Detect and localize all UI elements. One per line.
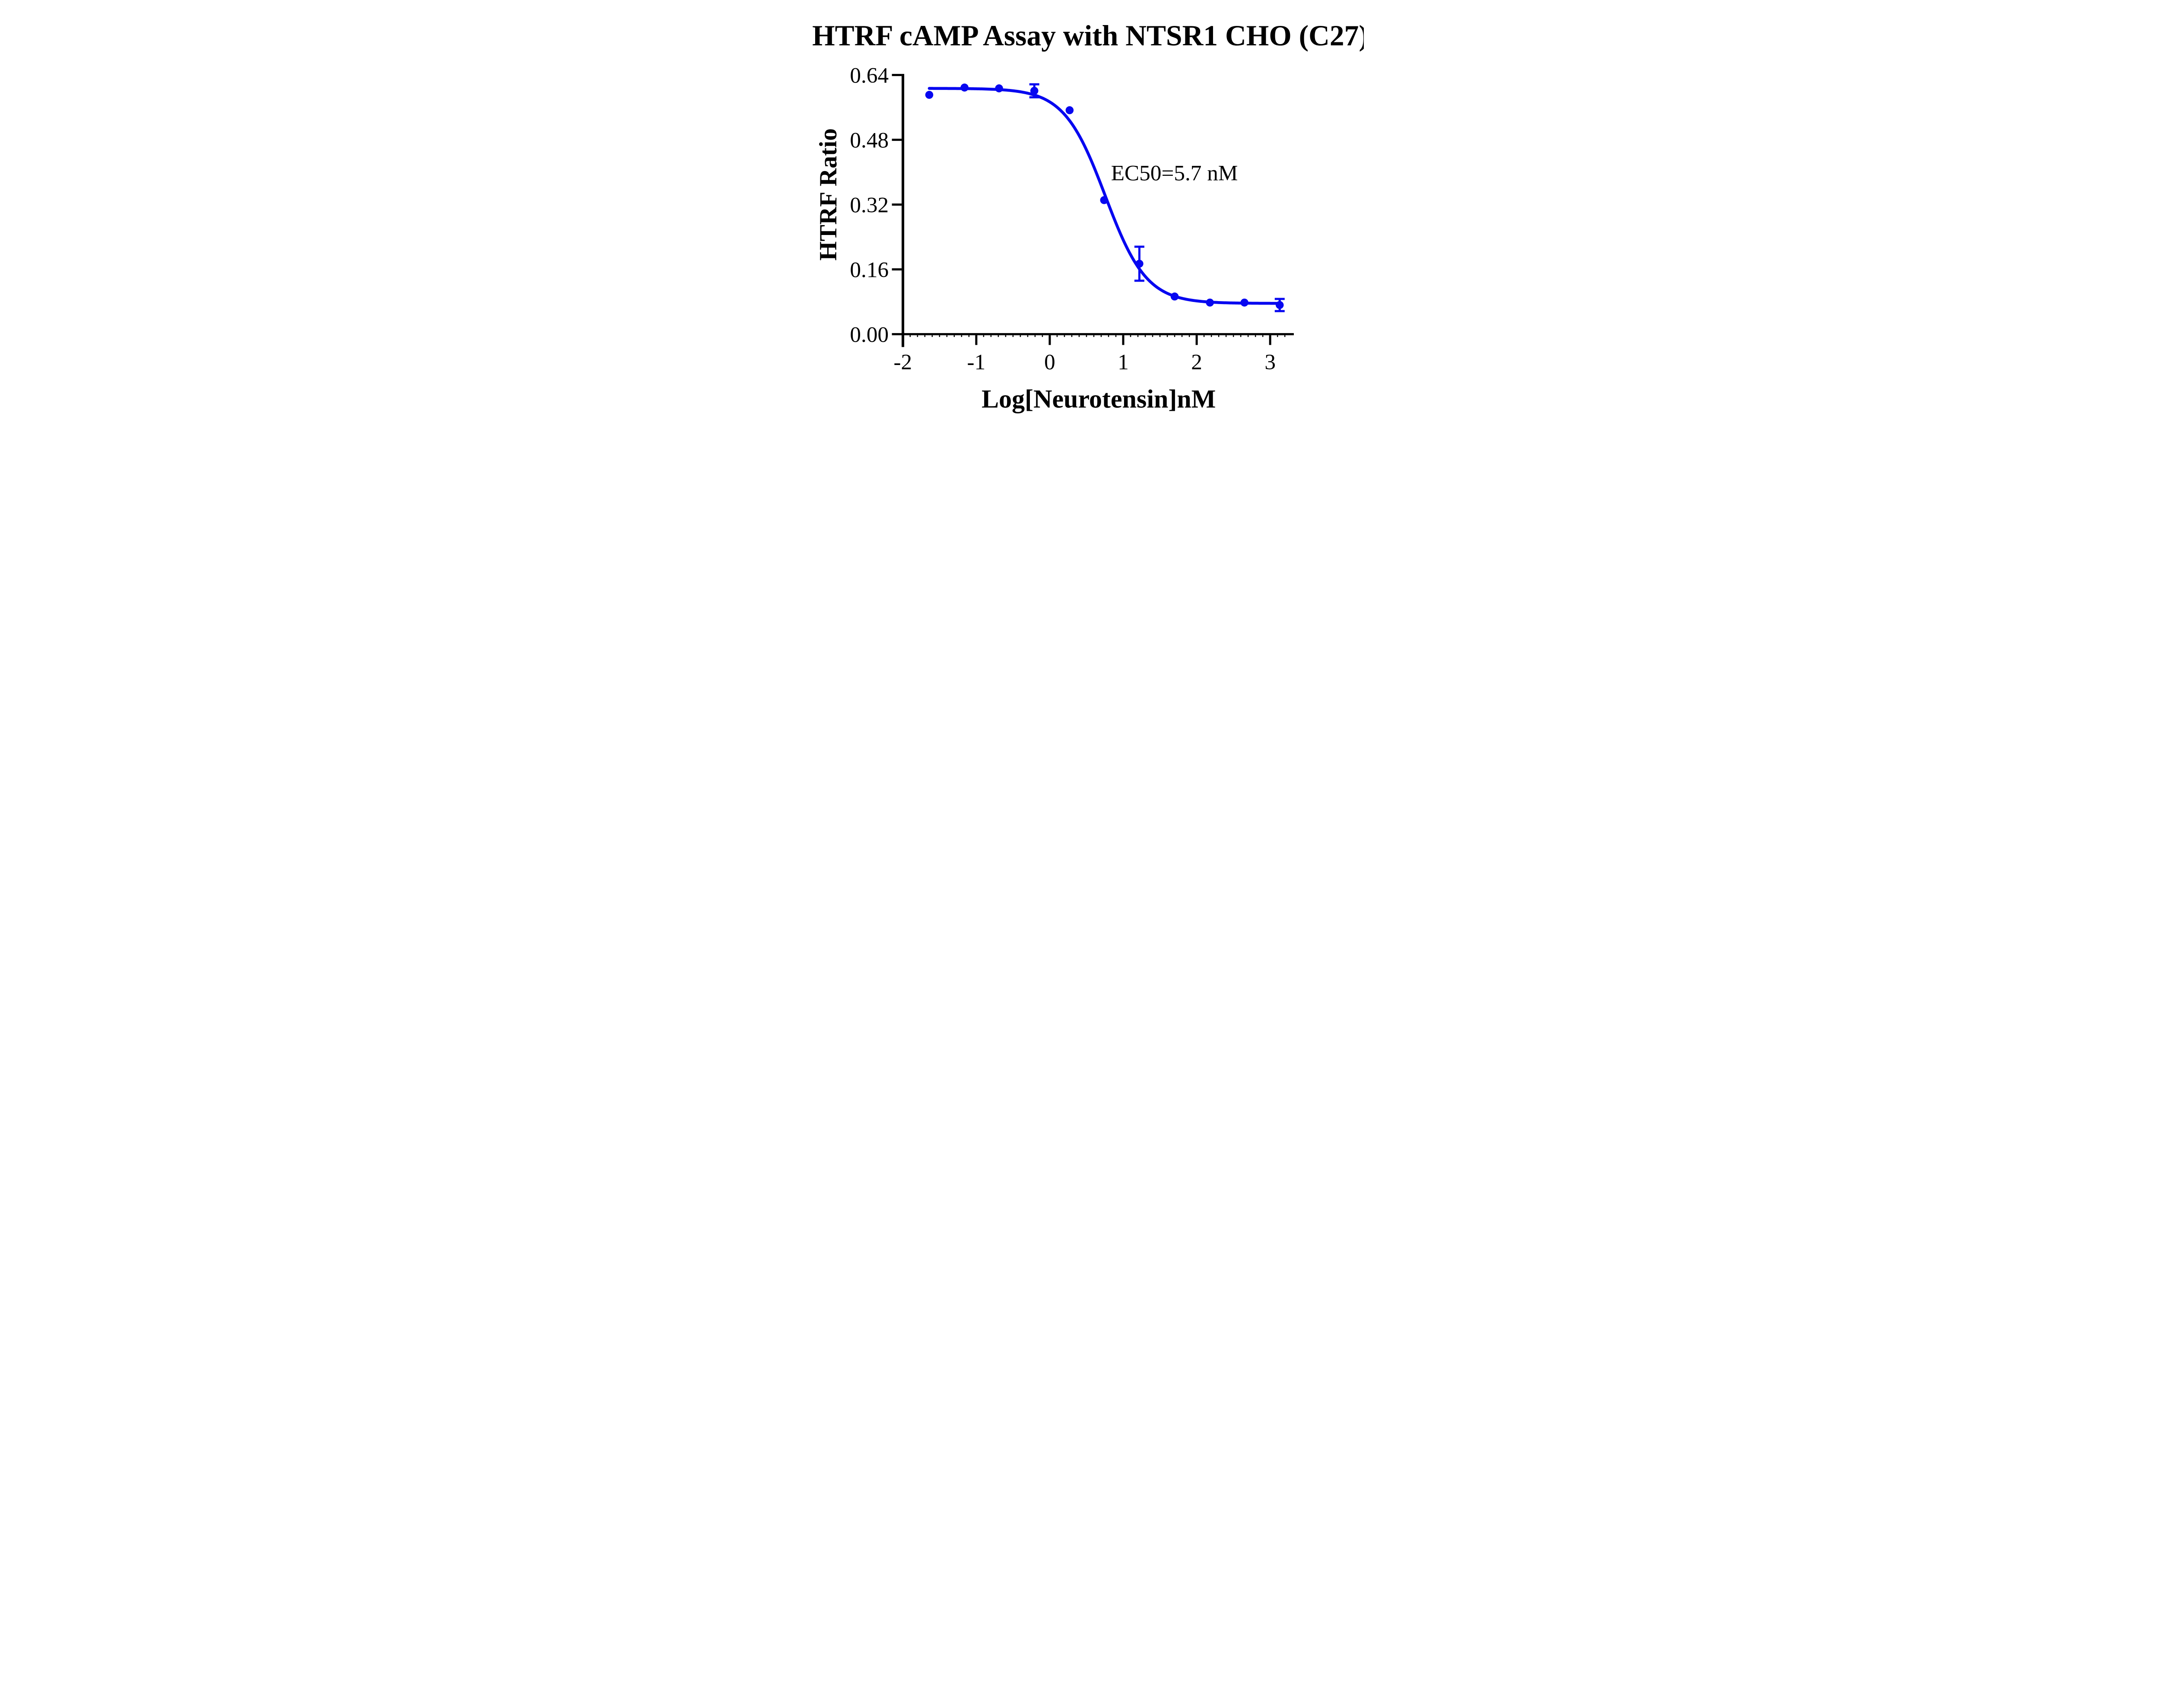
x-minor-tick [983,335,985,337]
x-minor-tick [968,335,970,337]
y-axis-spine [902,74,905,347]
y-tick-label: 0.48 [850,128,889,152]
x-minor-tick [1188,335,1190,337]
x-minor-tick [1240,335,1242,337]
x-minor-tick [1100,335,1102,337]
error-bar-cap [1134,245,1144,248]
data-point [1206,298,1214,307]
x-minor-tick [1218,335,1220,337]
chart-title: HTRF cAMP Assay with NTSR1 CHO (C27) [812,19,1364,52]
dose-response-chart: 0.00 0.16 0.32 0.48 0.64 -2 -1 0 1 2 3 HTRF cAMP A… [812,19,1364,413]
x-minor-tick [1078,335,1080,337]
error-bar-cap [1134,279,1144,282]
x-tick [1195,335,1198,345]
y-tick-label: 0.64 [850,63,889,88]
x-minor-tick [1284,335,1286,337]
figure: 0.00 0.16 0.32 0.48 0.64 -2 -1 0 1 2 3 HTRF cAMP A… [796,0,1364,427]
data-point [1100,196,1109,204]
x-minor-tick [997,335,999,337]
error-bar-cap [1029,83,1039,86]
x-minor-tick [1005,335,1007,337]
x-axis-spine [902,333,1294,336]
data-point [1170,292,1179,301]
fit-curve [928,87,1281,305]
x-minor-tick [924,335,926,337]
y-tick [892,203,902,206]
x-minor-tick [990,335,992,337]
x-minor-tick [1093,335,1095,337]
x-minor-tick [1086,335,1087,337]
x-minor-tick [1034,335,1036,337]
x-minor-tick [1152,335,1153,337]
x-minor-tick [946,335,948,337]
data-point [995,84,1003,92]
axes [892,74,1294,347]
x-minor-tick [1232,335,1234,337]
x-tick-label: -2 [893,350,912,375]
x-minor-tick [1064,335,1065,337]
x-tick-label: 1 [1118,350,1129,375]
x-minor-tick [1071,335,1073,337]
x-minor-tick [1277,335,1278,337]
x-minor-tick [1225,335,1227,337]
y-tick [892,268,902,271]
x-minor-tick [1027,335,1029,337]
data-point [1135,260,1144,268]
plot-series [925,83,1285,312]
ec50-annotation: EC50=5.7 nM [1111,161,1238,186]
y-tick-label: 0.16 [850,257,889,282]
x-tick [1048,335,1051,345]
x-minor-tick [1012,335,1014,337]
x-minor-tick [1115,335,1117,337]
data-point [1030,86,1039,95]
x-minor-tick [953,335,955,337]
x-minor-tick [1210,335,1212,337]
x-minor-tick [1020,335,1021,337]
x-minor-tick [1130,335,1131,337]
x-minor-tick [1144,335,1146,337]
x-axis-title: Log[Neurotensin]nM [982,384,1216,413]
x-tick [1269,335,1271,345]
data-point [1240,298,1248,307]
x-minor-tick [1247,335,1249,337]
data-point [1276,301,1284,309]
tick-labels: 0.00 0.16 0.32 0.48 0.64 -2 -1 0 1 2 3 [850,63,1276,375]
x-tick [1122,335,1124,345]
x-minor-tick [1166,335,1168,337]
x-tick-label: 2 [1191,350,1202,375]
x-minor-tick [1174,335,1175,337]
x-minor-tick [1108,335,1109,337]
x-minor-tick [909,335,911,337]
x-tick-label: 3 [1264,350,1276,375]
y-axis-title: HTRF Ratio [815,128,842,260]
data-point [1065,106,1074,114]
x-tick-label: 0 [1044,350,1055,375]
data-point [925,91,934,99]
x-tick [975,335,978,345]
x-minor-tick [917,335,918,337]
x-minor-tick [1262,335,1264,337]
error-bar-cap [1029,96,1039,98]
x-minor-tick [1042,335,1043,337]
x-tick [902,335,904,345]
y-tick [892,139,902,141]
x-minor-tick [1181,335,1183,337]
y-tick [892,333,902,336]
x-tick-label: -1 [967,350,986,375]
y-tick-label: 0.00 [850,322,889,347]
y-tick [892,74,902,76]
error-bar-cap [1274,298,1285,300]
x-minor-tick [1056,335,1058,337]
x-minor-tick [931,335,933,337]
x-minor-tick [939,335,940,337]
x-minor-tick [1255,335,1256,337]
y-tick-label: 0.32 [850,193,889,217]
error-bar-cap [1274,310,1285,312]
data-point [960,83,969,92]
x-minor-tick [1137,335,1139,337]
x-minor-tick [961,335,962,337]
x-minor-tick [1203,335,1205,337]
x-minor-tick [1159,335,1161,337]
